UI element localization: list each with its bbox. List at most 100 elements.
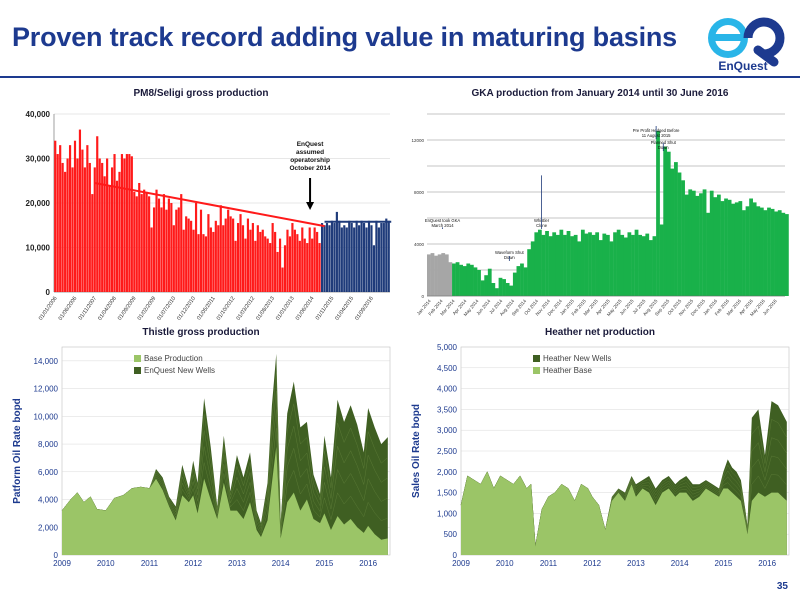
y-tick-label: 12,000 xyxy=(34,385,59,394)
bar xyxy=(477,270,481,296)
bar xyxy=(360,220,363,292)
bar xyxy=(382,223,385,292)
y-tick-label: 6,000 xyxy=(38,468,59,477)
bar xyxy=(91,194,94,292)
bar xyxy=(160,207,163,292)
x-tick-label: 01/08/2013 xyxy=(255,296,276,322)
bar xyxy=(269,243,272,292)
bar xyxy=(781,212,786,296)
x-tick-label: 01/06/2014 xyxy=(295,296,316,322)
thistle-production-chart: Thistle gross production 0 2,000 4,000 6,00… xyxy=(6,327,396,577)
y-tick-label: 30,000 xyxy=(26,155,51,164)
bar xyxy=(491,283,496,296)
chart-title: Thistle gross production xyxy=(142,327,260,338)
y-tick-label: 2,000 xyxy=(38,523,59,532)
bar xyxy=(448,262,453,296)
bar xyxy=(76,158,79,292)
bar xyxy=(343,225,346,292)
bar xyxy=(370,225,373,292)
bar xyxy=(362,223,366,292)
y-tick-label: 3,500 xyxy=(437,405,458,414)
bar xyxy=(316,231,319,292)
bar xyxy=(372,245,376,292)
y-tick-label: 40,000 xyxy=(26,110,51,119)
bar xyxy=(720,201,725,296)
bar xyxy=(731,203,736,296)
x-tick-label: 01/01/2013 xyxy=(275,296,296,322)
bar xyxy=(259,231,262,292)
legend-swatch xyxy=(533,367,540,374)
x-tick-label: 2016 xyxy=(758,559,776,568)
x-tick-label: 2011 xyxy=(141,559,159,568)
bar xyxy=(320,223,324,292)
bar xyxy=(303,238,306,292)
logo-wordmark: EnQuest xyxy=(718,59,767,73)
bar xyxy=(187,218,190,292)
bar xyxy=(197,234,200,292)
bar xyxy=(234,240,237,292)
y-tick-label: 0 xyxy=(46,288,51,297)
bar xyxy=(192,229,195,292)
bar xyxy=(152,207,156,292)
bar xyxy=(573,234,578,296)
bar xyxy=(283,245,287,292)
bar xyxy=(598,240,603,296)
bar xyxy=(559,229,564,296)
bar xyxy=(606,234,610,296)
bar xyxy=(527,249,532,296)
bar xyxy=(338,220,341,292)
bar xyxy=(64,171,67,292)
bar xyxy=(684,194,689,296)
x-tick-label: 2009 xyxy=(452,559,470,568)
x-tick-label: 01/05/2011 xyxy=(196,296,216,322)
bar xyxy=(71,167,74,292)
x-tick-label: 01/04/2015 xyxy=(334,296,355,322)
bar xyxy=(276,251,279,292)
bar xyxy=(143,189,146,292)
bar xyxy=(666,151,671,296)
bar xyxy=(335,211,338,292)
chart-title: Heather net production xyxy=(544,327,655,338)
bar xyxy=(699,193,703,296)
annotation-text: March 2014 xyxy=(431,223,454,228)
x-tick-label: 2010 xyxy=(97,559,115,568)
annotation-text: EnQuest xyxy=(297,141,325,148)
x-tick-label: 01/09/2016 xyxy=(354,296,375,322)
bar xyxy=(466,263,471,296)
enquest-logo: EnQuest xyxy=(698,12,788,74)
bar xyxy=(385,218,388,292)
bar xyxy=(140,194,143,292)
bar xyxy=(133,191,136,292)
y-tick-label: 2,000 xyxy=(437,468,458,477)
bar xyxy=(118,171,121,292)
bar xyxy=(480,280,485,296)
x-tick-label: 01/09/2009 xyxy=(117,296,138,322)
x-tick-label: 01/04/2008 xyxy=(97,296,118,322)
well-contribution-line xyxy=(460,419,787,547)
bar xyxy=(222,225,225,292)
bar xyxy=(239,214,242,292)
chart-title: PM8/Seligi gross production xyxy=(133,88,269,99)
x-tick-label: 2012 xyxy=(583,559,601,568)
bar xyxy=(380,223,383,292)
bar xyxy=(251,223,254,292)
y-tick-label: 4,000 xyxy=(437,385,458,394)
y-tick-label: 1,500 xyxy=(437,489,458,498)
bar xyxy=(441,253,446,296)
bar xyxy=(190,220,193,292)
bar xyxy=(520,263,524,296)
bar xyxy=(115,180,119,292)
bar xyxy=(375,220,378,292)
bar xyxy=(638,234,642,296)
y-tick-label: 0 xyxy=(421,294,424,299)
bar xyxy=(512,272,517,296)
bar xyxy=(706,212,711,296)
y-tick-label: 8000 xyxy=(414,190,425,195)
bar xyxy=(110,167,114,292)
annotation-arrowhead xyxy=(306,202,315,210)
bar xyxy=(194,203,198,292)
legend-swatch xyxy=(134,367,141,374)
bar xyxy=(770,208,775,296)
bar xyxy=(246,218,250,292)
bar xyxy=(155,189,158,292)
